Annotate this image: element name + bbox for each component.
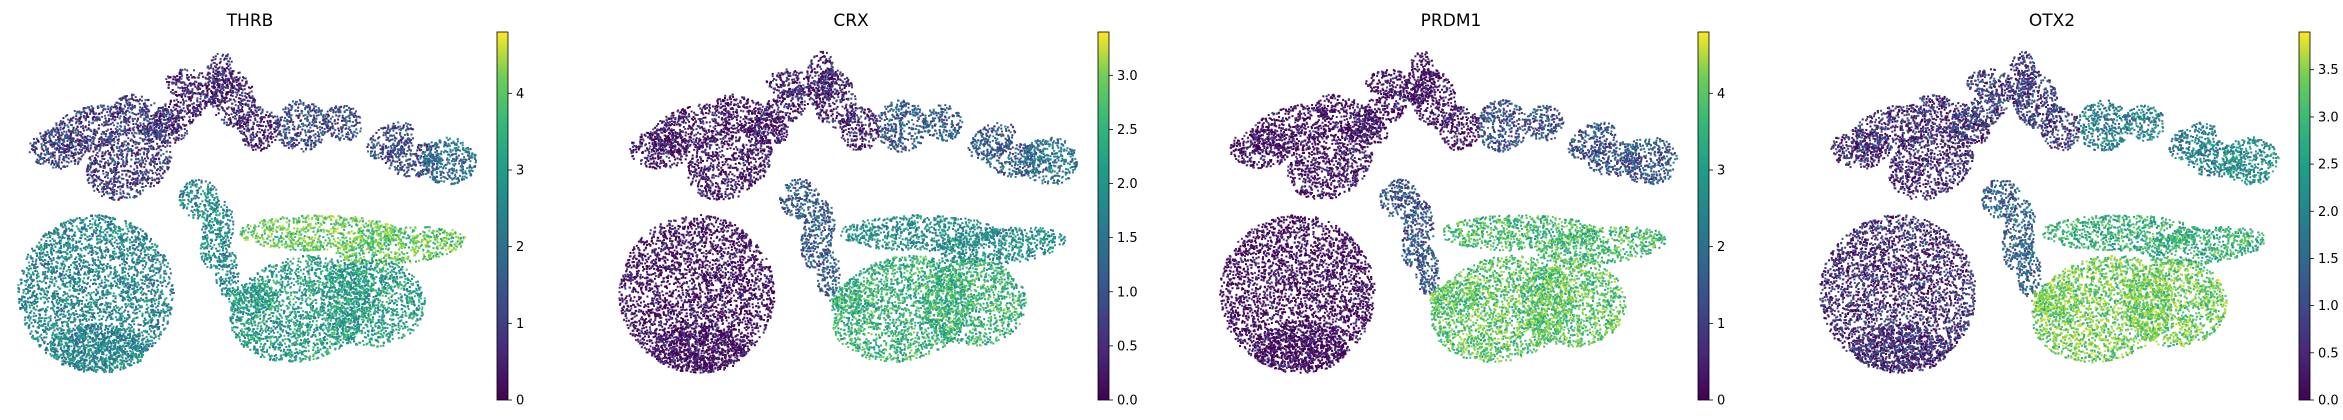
- panel-title: THRB: [226, 11, 274, 31]
- colorbar-tick-label: 4: [1717, 87, 1725, 102]
- colorbar-tick-label: 0.0: [1117, 394, 1138, 409]
- cluster-upper_leaves: [1952, 90, 2011, 137]
- colorbar-gradient: [2299, 32, 2310, 400]
- colorbar-tick-label: 0: [1717, 394, 1725, 409]
- cluster-upper_leaves: [840, 107, 881, 151]
- cluster-right_leaves: [2078, 100, 2130, 152]
- colorbar-tick-label: 2.5: [1117, 123, 1138, 138]
- panel-title: PRDM1: [1421, 11, 1482, 31]
- panel-otx2: OTX2 0.0 0.5 1.0 1.5 2.0 2.5 3.0 3.5: [1819, 11, 2338, 409]
- cluster-left_lobe: [687, 126, 772, 200]
- cluster-center_stem: [2016, 250, 2041, 298]
- colorbar-tick-label: 1: [1717, 317, 1725, 332]
- colorbar-tick-label: 3: [516, 164, 524, 179]
- panel-title: CRX: [833, 11, 869, 31]
- colorbar: 0.0 0.5 1.0 1.5 2.0 2.5 3.0: [1098, 32, 1138, 409]
- cluster-far_right: [1621, 137, 1678, 185]
- colorbar-tick-label: 1.5: [1117, 231, 1138, 246]
- cluster-right_leaves: [876, 100, 929, 153]
- colorbar-tick-label: 2.0: [1117, 177, 1138, 192]
- umap-scatter: [1219, 51, 1678, 374]
- cluster-right_lower: [321, 259, 426, 348]
- cluster-center_stem: [816, 249, 841, 297]
- cluster-upper_leaves: [1411, 69, 1457, 130]
- umap-scatter: [619, 51, 1079, 374]
- colorbar-tick-label: 2.0: [2318, 205, 2339, 220]
- colorbar: 0 1 2 3 4: [1698, 32, 1725, 409]
- colorbar-tick-label: 3.0: [2318, 110, 2339, 125]
- panel-crx: CRX 0.0 0.5 1.0 1.5 2.0 2.5 3.0: [619, 11, 1138, 409]
- cluster-right_lower: [922, 258, 1027, 346]
- cluster-right_lower: [1430, 282, 1479, 315]
- colorbar-tick-label: 1.5: [2318, 252, 2339, 267]
- cluster-upper_leaves: [210, 70, 256, 130]
- colorbar-tick-label: 3.0: [1117, 69, 1138, 84]
- colorbar-tick-label: 2: [1717, 240, 1725, 255]
- colorbar-tick-label: 1: [516, 317, 524, 332]
- colorbar-tick-label: 3.5: [2318, 63, 2339, 78]
- cluster-right_leaves: [924, 104, 963, 142]
- cluster-left_lobe: [1250, 104, 1330, 155]
- colorbar-tick-label: 2: [516, 240, 524, 255]
- cluster-far_right: [1021, 137, 1078, 185]
- panel-thrb: THRB 0 1 2 3 4: [17, 11, 524, 409]
- colorbar-tick-label: 0.5: [1117, 339, 1138, 354]
- colorbar-gradient: [1698, 32, 1709, 400]
- cluster-right_leaves: [323, 105, 362, 141]
- cluster-right_leaves: [1525, 105, 1565, 141]
- colorbar-gradient: [497, 32, 508, 400]
- cluster-lower_left: [17, 214, 175, 372]
- cluster-far_right: [422, 137, 477, 186]
- cluster-lower_left: [652, 325, 749, 374]
- colorbar-tick-label: 3: [1717, 164, 1725, 179]
- cluster-upper_leaves: [149, 91, 208, 137]
- colorbar-tick-label: 0.5: [2318, 346, 2339, 361]
- umap-scatter: [1819, 51, 2279, 374]
- panel-title: OTX2: [2029, 11, 2075, 31]
- cluster-upper_leaves: [1365, 69, 1411, 96]
- cluster-upper_leaves: [1439, 106, 1480, 151]
- cluster-far_right: [2223, 136, 2280, 185]
- panel-prdm1: PRDM1 0 1 2 3 4: [1219, 11, 1725, 409]
- cluster-center_stem: [800, 200, 835, 268]
- cluster-right_leaves: [1476, 99, 1529, 153]
- colorbar-tick-label: 1.0: [2318, 299, 2339, 314]
- colorbar-tick-label: 4: [516, 87, 524, 102]
- cluster-center_stem: [779, 178, 820, 219]
- colorbar-tick-label: 0: [516, 394, 524, 409]
- cluster-center_stem: [1401, 201, 1434, 268]
- colorbar-tick-label: 1.0: [1117, 285, 1138, 300]
- umap-scatter: [17, 53, 477, 373]
- colorbar-tick-label: 0.0: [2318, 394, 2339, 409]
- cluster-upper_leaves: [239, 106, 280, 151]
- colorbar: 0.0 0.5 1.0 1.5 2.0 2.5 3.0 3.5: [2299, 32, 2339, 409]
- cluster-right_wing: [240, 215, 400, 252]
- cluster-upper_leaves: [1352, 90, 1410, 137]
- cluster-right_leaves: [2125, 105, 2164, 142]
- cluster-right_lower: [229, 255, 371, 363]
- colorbar-gradient: [1098, 32, 1109, 400]
- cluster-upper_leaves: [1966, 68, 2010, 97]
- cluster-right_leaves: [275, 99, 327, 152]
- colorbar: 0 1 2 3 4: [497, 32, 524, 409]
- colorbar-tick-label: 2.5: [2318, 158, 2339, 173]
